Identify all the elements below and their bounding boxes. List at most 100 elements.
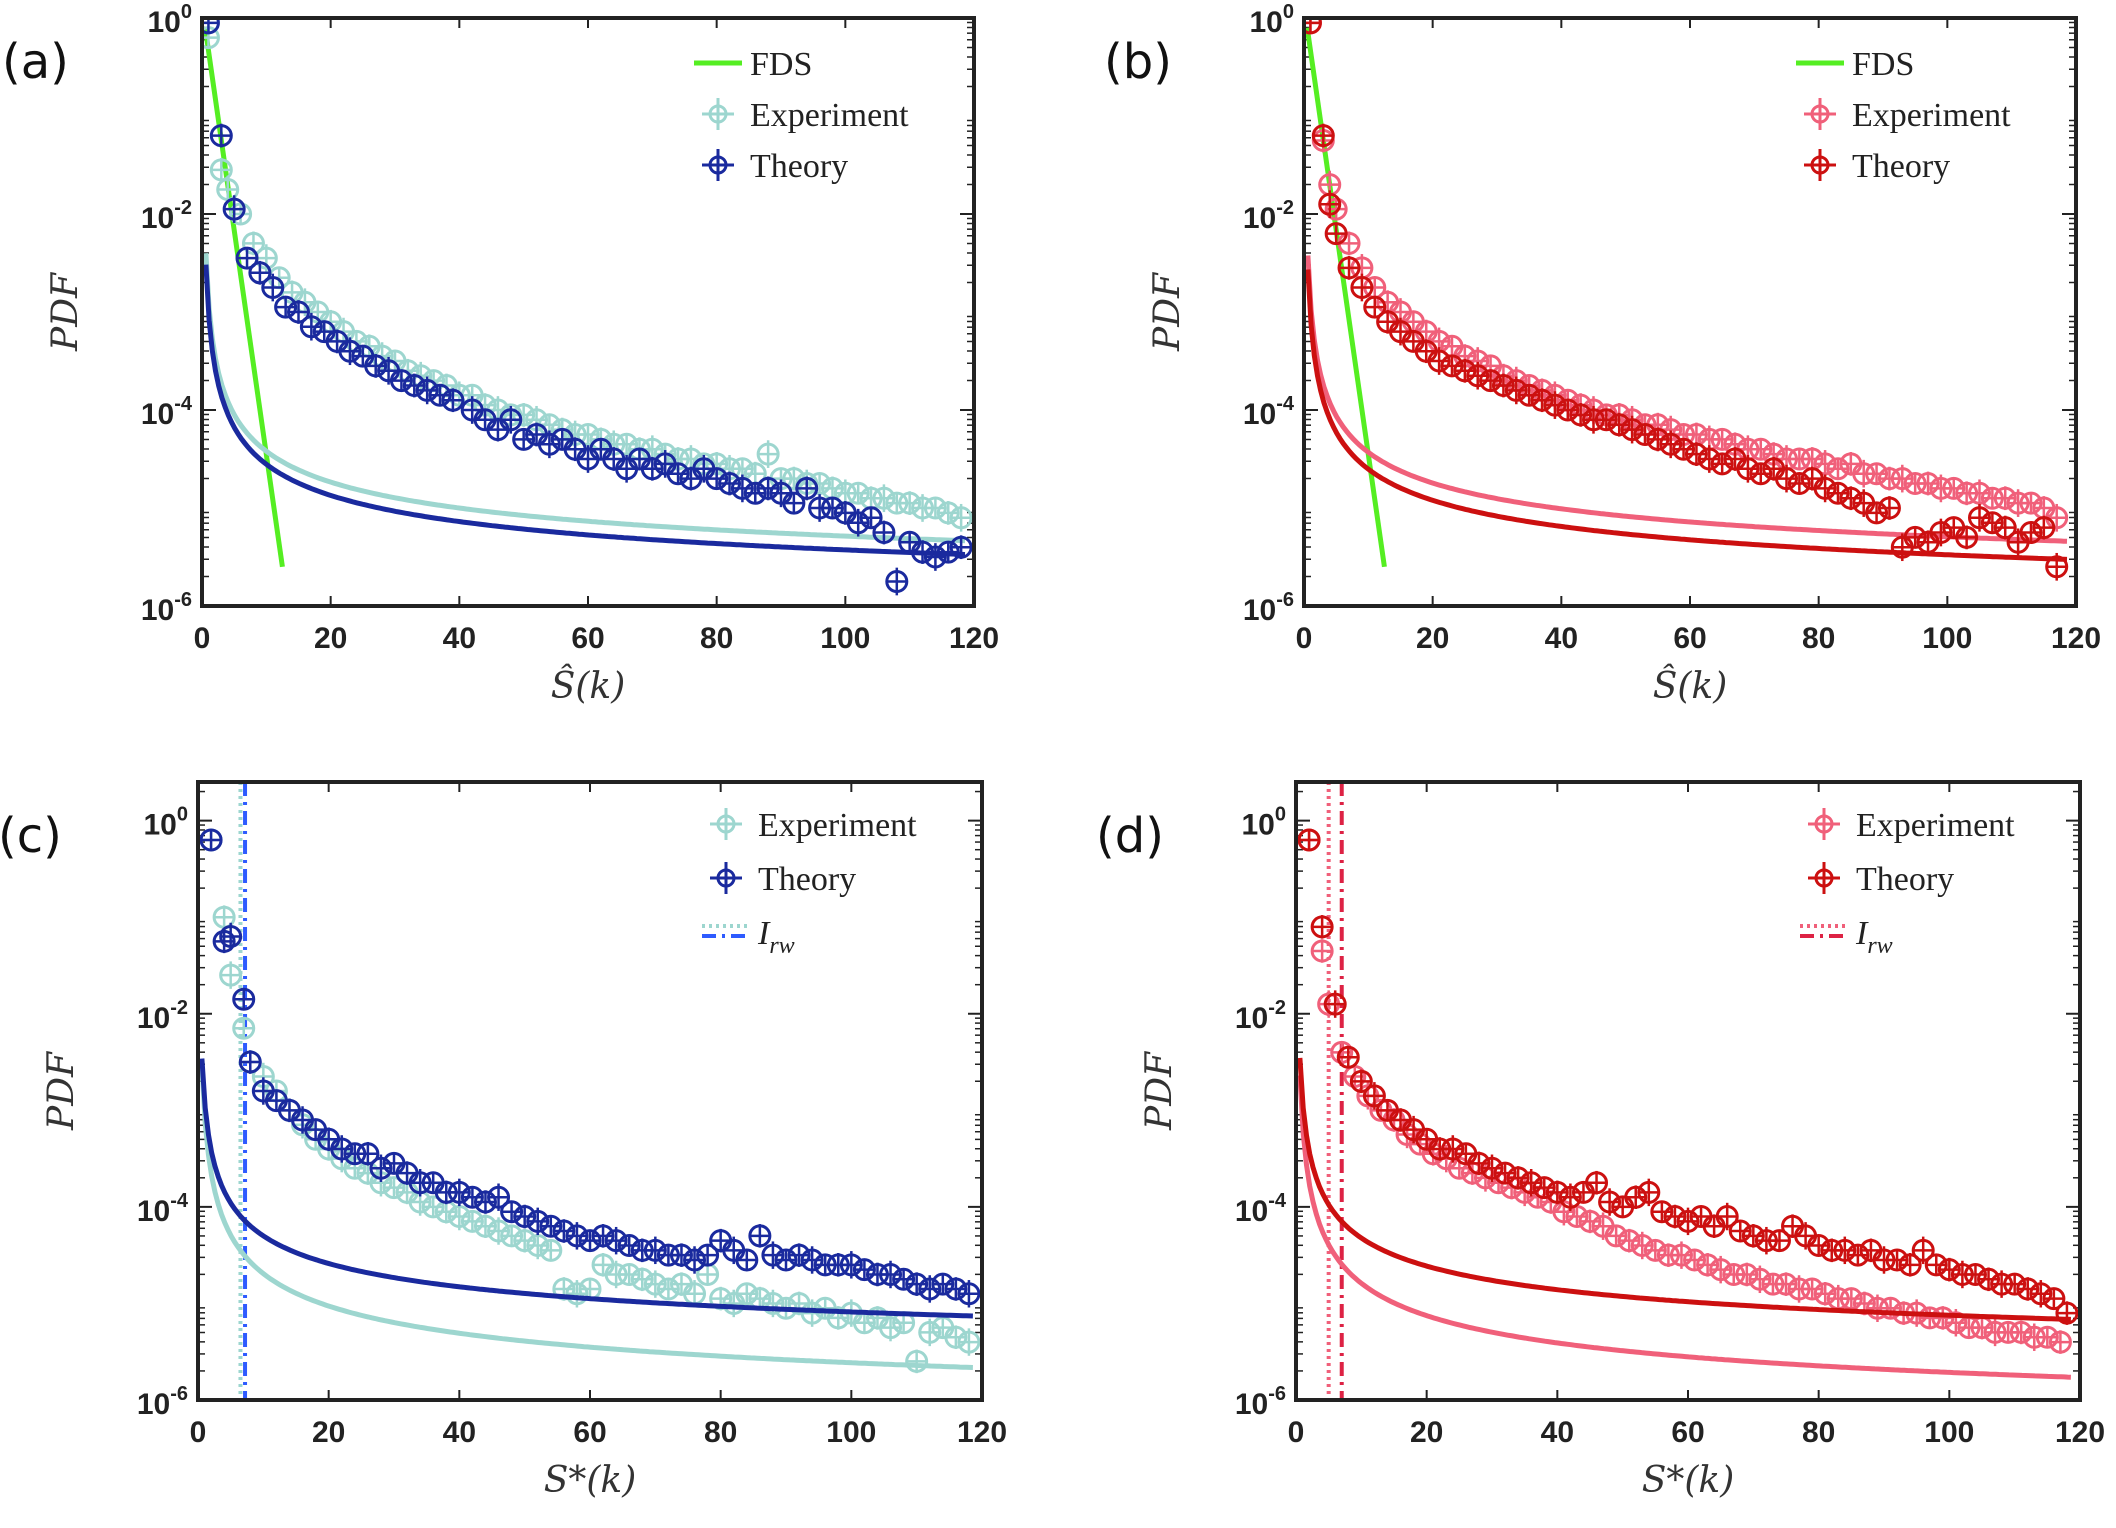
data-point: [1440, 354, 1464, 378]
x-tick-label: 120: [2055, 1416, 2105, 1449]
data-point: [1696, 1253, 1720, 1277]
data-point: [219, 925, 243, 948]
x-tick-label: 60: [1673, 622, 1706, 655]
fit-curve-experiment: [203, 253, 966, 544]
data-point: [232, 987, 256, 1011]
data-point: [1604, 1224, 1628, 1248]
data-point: [1865, 462, 1889, 486]
data-point: [428, 383, 452, 407]
data-point: [1813, 452, 1837, 476]
legend-label: Theory: [1852, 148, 1950, 185]
y-tick-label: 10-2: [137, 997, 188, 1035]
data-point: [1637, 1180, 1661, 1204]
data-point: [656, 1277, 680, 1301]
data-point: [2019, 521, 2043, 544]
x-axis-label: Ŝ(k): [1653, 665, 1728, 707]
data-point: [1787, 472, 1811, 495]
panel-a: (a) 0 20 40 60 80 100 120 100 10-2 10-4 10-6 Ŝ(k) PDF…: [2, 1, 999, 707]
legend-marker: [708, 155, 728, 175]
data-point: [1846, 1243, 1870, 1267]
data-point: [364, 354, 388, 378]
legend: FDS Experiment Theory: [1796, 46, 2011, 185]
legend-marker: [708, 104, 728, 124]
data-point: [640, 457, 664, 481]
data-point: [1833, 1238, 1857, 1262]
data-point: [735, 1248, 759, 1272]
x-tick-label: 40: [1541, 1416, 1574, 1449]
data-point: [229, 202, 253, 226]
y-axis-label: PDF: [1147, 271, 1188, 352]
y-tick-label: 100: [1250, 1, 1295, 39]
x-axis-label: Ŝ(k): [551, 665, 626, 707]
legend-label: Experiment: [1852, 97, 2011, 134]
data-point: [1890, 467, 1914, 491]
data-point: [487, 1185, 511, 1209]
data-point: [212, 929, 236, 953]
series-theory: [1304, 18, 2069, 581]
data-point: [683, 1248, 707, 1272]
data-point: [808, 472, 832, 495]
data-point: [500, 1200, 524, 1224]
data-point: [1993, 486, 2017, 510]
data-point: [1311, 124, 1335, 148]
data-point: [957, 1282, 981, 1306]
x-tick-label: 60: [573, 1416, 606, 1449]
data-point: [500, 1224, 524, 1248]
y-tick-label: 100: [1242, 804, 1287, 842]
data-point: [441, 388, 465, 412]
data-point: [2035, 1325, 2059, 1349]
data-point: [705, 467, 729, 491]
data-point: [1297, 828, 1321, 852]
x-tick-label: 120: [2051, 622, 2101, 655]
data-point: [1517, 383, 1541, 407]
y-axis-label: PDF: [45, 271, 86, 352]
legend-label: Theory: [1856, 861, 1954, 898]
legend-label: Irw: [757, 915, 795, 959]
x-tick-label: 20: [312, 1416, 345, 1449]
data-point: [643, 1238, 667, 1262]
data-point: [931, 1272, 955, 1296]
legend-marker: [716, 868, 736, 888]
data-point: [795, 476, 819, 500]
x-tick-label: 20: [314, 622, 347, 655]
data-point: [539, 1214, 563, 1238]
data-point: [1467, 1151, 1491, 1175]
legend-marker: [1810, 155, 1830, 175]
data-point: [1728, 1219, 1752, 1243]
data-point: [1944, 1311, 1968, 1335]
data-point: [209, 158, 233, 182]
data-point: [748, 1224, 772, 1248]
fds-line: [1304, 27, 1387, 568]
data-point: [918, 1277, 942, 1301]
data-point: [1330, 1040, 1354, 1064]
data-point: [944, 1325, 968, 1349]
axes-frame: [196, 780, 984, 1402]
data-point: [630, 1267, 654, 1291]
data-point: [1676, 1209, 1700, 1233]
legend-label: Irw: [1855, 915, 1893, 959]
data-point: [238, 1050, 262, 1074]
data-point: [526, 1209, 550, 1233]
data-point: [666, 462, 690, 486]
data-point: [643, 1272, 667, 1296]
data-point: [1774, 1272, 1798, 1296]
data-point: [1569, 403, 1593, 427]
data-point: [460, 1185, 484, 1209]
data-point: [274, 295, 298, 319]
fit-curve-experiment: [199, 1065, 973, 1370]
data-point: [1931, 1306, 1955, 1330]
data-point: [512, 427, 536, 451]
data-point: [1558, 1185, 1582, 1209]
data-point: [2029, 1282, 2053, 1306]
data-point: [826, 1306, 850, 1330]
series-experiment: [202, 26, 973, 544]
fit-curve-theory: [1297, 1057, 2071, 1322]
series-experiment: [1297, 828, 2072, 1380]
legend-label: Theory: [758, 861, 856, 898]
data-point: [1530, 388, 1554, 412]
data-point: [202, 18, 220, 35]
data-point: [617, 1234, 641, 1257]
legend: Experiment Theory Irw: [1800, 807, 2015, 959]
data-point: [512, 403, 536, 427]
y-tick-label: 10-2: [141, 197, 192, 235]
